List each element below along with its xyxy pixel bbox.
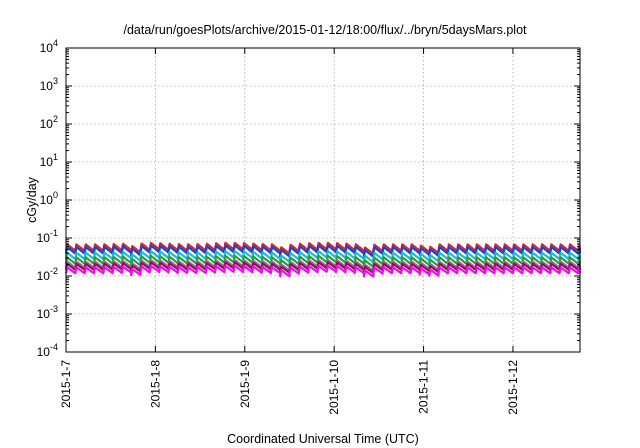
y-tick-label: 100 <box>40 190 58 207</box>
x-tick-label: 2015-1-12 <box>506 360 520 415</box>
y-tick-label: 10-4 <box>37 342 58 359</box>
x-tick-label: 2015-1-9 <box>238 360 252 408</box>
y-tick-label: 102 <box>40 114 58 131</box>
chart-title: /data/run/goesPlots/archive/2015-01-12/1… <box>123 23 527 37</box>
y-tick-label: 10-3 <box>37 304 58 321</box>
y-tick-label: 103 <box>40 76 58 93</box>
y-tick-label: 10-1 <box>37 228 58 245</box>
x-tick-label: 2015-1-7 <box>59 360 73 408</box>
x-tick-label: 2015-1-11 <box>417 360 431 414</box>
x-axis-label: Coordinated Universal Time (UTC) <box>227 432 419 446</box>
x-tick-label: 2015-1-10 <box>327 360 341 415</box>
plot-series <box>64 241 582 278</box>
series-line-7 <box>64 264 582 278</box>
y-tick-labels: 10-4 10-3 10-2 10-1 100 101 102 103 104 <box>37 38 58 359</box>
y-axis-label: cGy/day <box>25 176 39 223</box>
y-tick-label: 101 <box>40 152 58 169</box>
axis-ticks <box>65 47 580 353</box>
x-tick-labels: 2015-1-7 2015-1-8 2015-1-9 2015-1-10 2015-1-… <box>59 360 520 415</box>
x-tick-label: 2015-1-8 <box>148 360 162 408</box>
grid <box>66 48 580 352</box>
y-tick-label: 10-2 <box>37 266 58 283</box>
y-tick-label: 104 <box>40 38 58 55</box>
